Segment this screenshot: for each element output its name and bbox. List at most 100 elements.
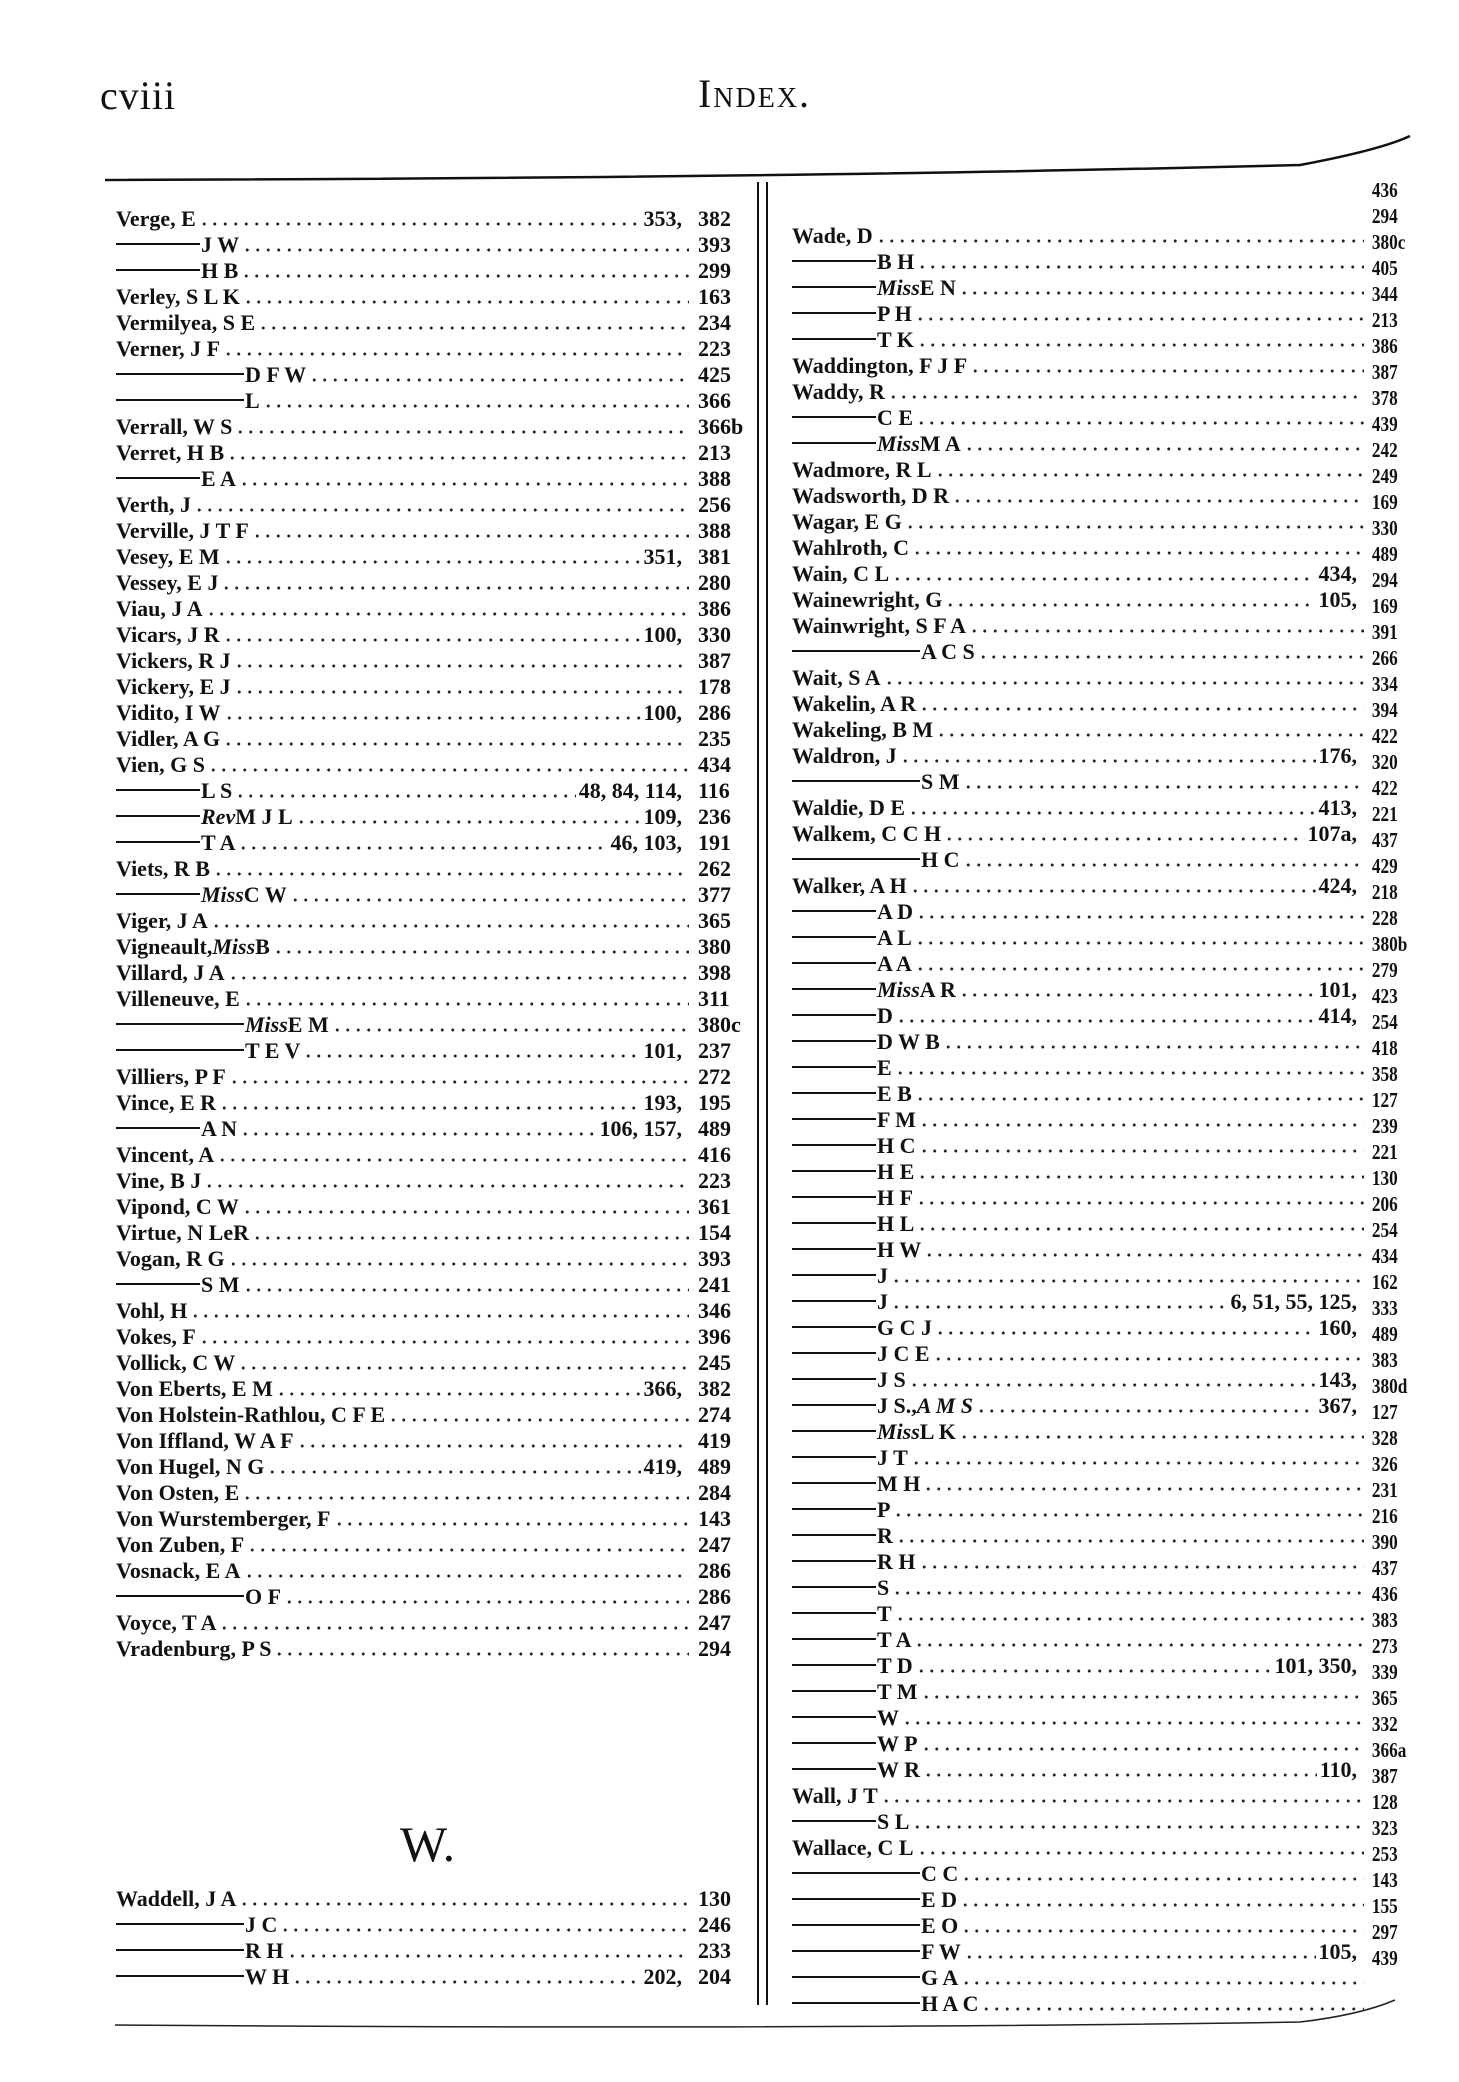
entry-name: E B (877, 1081, 912, 1106)
index-entry: D F W 425 (116, 362, 756, 388)
entry-name: E A (201, 466, 236, 491)
entry-name: Vincent, A (116, 1142, 215, 1167)
entry-name: A C S (921, 639, 975, 664)
entry-name: Wainwright, S F A (792, 613, 966, 638)
dot-leader (274, 1651, 689, 1657)
index-entry: J W 393 (116, 232, 756, 258)
dot-leader (920, 1746, 1364, 1752)
dot-leader (227, 975, 689, 981)
entry-name: Vicars, J R (116, 622, 220, 647)
entry-page-number: 254 (1371, 1218, 1398, 1242)
ditto-dash (792, 1092, 876, 1094)
dot-leader (919, 706, 1364, 712)
index-entry: L S 48, 84, 114, 116 (116, 778, 756, 804)
entry-name: T A (201, 830, 236, 855)
entry-references: 351, (643, 544, 683, 569)
index-entry: A A 380b (792, 932, 1417, 977)
entry-page-number: 380d (1371, 1374, 1408, 1398)
dot-leader (286, 1953, 689, 1959)
entry-page-number: 437 (1371, 828, 1398, 852)
dot-leader (223, 741, 689, 747)
index-entry: Vidito, I W 100, 286 (116, 700, 756, 726)
ditto-dash (116, 1975, 244, 1977)
dot-leader (239, 1901, 689, 1907)
entry-name: J S., (877, 1393, 917, 1418)
entry-page-number: 169 (1371, 594, 1398, 618)
ditto-dash (792, 1742, 876, 1744)
entry-page-number: 206 (1371, 1192, 1398, 1216)
dot-leader (916, 914, 1364, 920)
entry-references: 353, (643, 206, 683, 231)
ditto-dash (792, 1560, 876, 1562)
entry-page-number: 330 (698, 622, 731, 647)
entry-page-number: 365 (698, 908, 731, 933)
entry-name: Vidito, I W (116, 700, 221, 725)
index-entry: H W 254 (792, 1218, 1417, 1263)
ditto-dash (792, 650, 920, 652)
index-entry: Viets, R B 262 (116, 856, 756, 882)
entry-page-number: 294 (1371, 568, 1398, 592)
entry-references: 106, 157, (599, 1116, 683, 1141)
dot-leader (295, 819, 641, 825)
dot-leader (914, 940, 1364, 946)
index-entry: R H 390 (792, 1530, 1417, 1575)
index-entry: R 216 (792, 1504, 1417, 1549)
entry-page-number: 294 (1371, 204, 1398, 228)
ditto-dash (792, 1768, 876, 1770)
index-entry: Vohl, H 346 (116, 1298, 756, 1324)
entry-references: 424, (1318, 873, 1358, 898)
entry-name: A N (201, 1116, 238, 1141)
dot-leader (891, 1304, 1228, 1310)
dot-leader (219, 1105, 641, 1111)
ditto-dash (792, 1508, 876, 1510)
index-entry: P 231 (792, 1478, 1417, 1523)
entry-initials: L K (919, 1419, 956, 1444)
entry-name: Vipond, C W (116, 1194, 239, 1219)
dot-leader (242, 299, 689, 305)
index-entry: Miss C W 377 (116, 882, 756, 908)
entry-page-number: 127 (1371, 1400, 1398, 1424)
ditto-dash (116, 1283, 200, 1285)
index-entry: T E V 101, 237 (116, 1038, 756, 1064)
index-entry: F W 105, 297 (792, 1920, 1417, 1965)
index-entry: Waddington, F J F 386 (792, 334, 1417, 379)
dot-leader (242, 247, 689, 253)
entry-references: 107a, (1307, 821, 1358, 846)
entry-references: 413, (1318, 795, 1358, 820)
index-entry: Vincent, A 416 (116, 1142, 756, 1168)
ditto-dash (792, 1664, 876, 1666)
ditto-dash (792, 1222, 876, 1224)
ditto-dash (792, 1612, 876, 1614)
entry-page-number: 143 (698, 1506, 731, 1531)
dot-leader (210, 923, 689, 929)
ditto-dash (792, 962, 876, 964)
dot-leader (289, 897, 689, 903)
entry-page-number: 234 (698, 310, 731, 335)
index-entry: Von Osten, E 284 (116, 1480, 756, 1506)
dot-leader (235, 429, 689, 435)
entry-name: A A (877, 951, 912, 976)
entry-name: Wade, D (792, 223, 873, 248)
entry-page-number: 154 (698, 1220, 731, 1245)
entry-page-number: 394 (1371, 698, 1398, 722)
entry-page-number: 422 (1371, 724, 1398, 748)
entry-page-number: 387 (1371, 1764, 1398, 1788)
dot-leader (208, 767, 689, 773)
entry-name: Verrall, W S (116, 414, 233, 439)
index-entry: H C 437 (792, 828, 1417, 873)
entry-name: P H (877, 301, 912, 326)
entry-page-number: 246 (698, 1912, 731, 1937)
entry-page-number: 434 (1371, 1244, 1398, 1268)
index-entry: J S 143, 383 (792, 1348, 1417, 1393)
entry-name: Verley, S L K (116, 284, 240, 309)
index-entry: 436 (792, 178, 1417, 223)
ditto-dash (792, 1118, 876, 1120)
entry-name: R H (877, 1549, 916, 1574)
dot-leader (918, 1122, 1364, 1128)
bottom-rule (114, 1999, 1396, 2028)
entry-references: 46, 103, (610, 830, 683, 855)
dot-leader (333, 1521, 689, 1527)
index-entry: S L 128 (792, 1790, 1417, 1835)
entry-name: Villard, J A (116, 960, 225, 985)
ditto-dash (792, 312, 876, 314)
